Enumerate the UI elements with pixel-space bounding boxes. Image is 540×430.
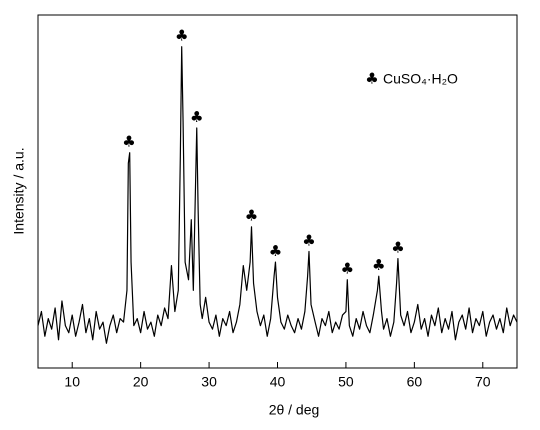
x-tick-label: 70 (475, 374, 491, 390)
legend-label: CuSO₄·H₂O (383, 71, 458, 87)
x-tick-label: 30 (201, 374, 217, 390)
peak-marker: ♣ (269, 242, 282, 260)
peak-marker: ♣ (175, 27, 188, 45)
plot-frame (37, 14, 518, 369)
x-axis-label: 2θ / deg (269, 402, 320, 418)
xrd-line (37, 46, 518, 344)
legend-symbol: ♣ (365, 70, 378, 88)
x-tick-label: 40 (270, 374, 286, 390)
peak-marker: ♣ (190, 108, 203, 126)
peak-marker: ♣ (245, 207, 258, 225)
x-tick-label: 20 (133, 374, 149, 390)
peak-marker: ♣ (302, 231, 315, 249)
peak-marker: ♣ (122, 133, 135, 151)
y-axis-label: Intensity / a.u. (11, 147, 27, 234)
peak-marker: ♣ (341, 260, 354, 278)
peak-marker: ♣ (372, 256, 385, 274)
x-tick-label: 60 (407, 374, 423, 390)
x-tick-label: 50 (338, 374, 354, 390)
peak-marker: ♣ (391, 238, 404, 256)
x-tick-label: 10 (64, 374, 80, 390)
